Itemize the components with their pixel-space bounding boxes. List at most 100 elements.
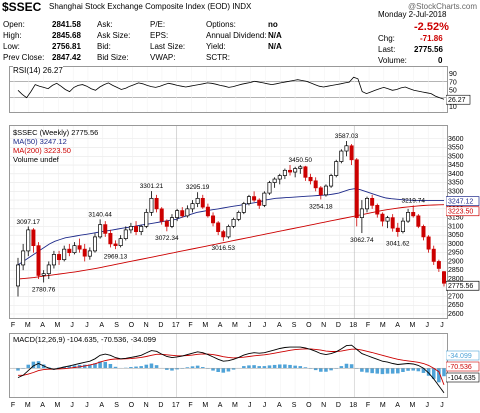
candle-body [395, 227, 400, 232]
month-tick-label: O [129, 402, 135, 409]
volume-legend: Volume undef [13, 155, 59, 164]
price-tick-label: 2650 [448, 302, 464, 309]
macd-histogram-bar [339, 366, 344, 369]
price-y-axis: 3600355035003450340033503300325032003150… [446, 136, 480, 318]
macd-line [17, 344, 445, 394]
price-annotation: 3254.18 [309, 203, 333, 210]
candle-body [406, 212, 411, 222]
price-plot: 3097.17 2780.76 3140.44 2969.13 3301.21 3072.… [10, 126, 447, 318]
price-right-label-box [446, 196, 480, 206]
month-tick-label: A [218, 322, 223, 329]
month-tick-label: F [11, 322, 15, 329]
candle-body [103, 224, 108, 234]
rsi-tick-label: 70 [449, 79, 457, 86]
candle-body [144, 212, 149, 227]
month-tick-label: M [54, 322, 60, 329]
rsi-y-axis: 907050301026.27 [446, 71, 471, 111]
month-tick-label: F [188, 322, 192, 329]
quote-label: SCTR: [206, 53, 230, 62]
candle-body [349, 145, 354, 161]
ma50-line [17, 188, 444, 266]
quote-label: Last Size: [150, 42, 186, 51]
month-tick-label: O [306, 402, 312, 409]
candle-body [323, 185, 328, 196]
macd-histogram-bar [206, 368, 210, 369]
macd-histogram-bar [103, 361, 108, 369]
macd-histogram-bar [354, 368, 359, 369]
macd-histogram-bar [16, 368, 20, 371]
month-tick-label: F [366, 322, 370, 329]
rsi-last-box [446, 94, 471, 105]
macd-histogram-bar [88, 364, 92, 369]
candle-body [318, 187, 323, 196]
macd-histogram-bar [257, 366, 262, 369]
macd-histogram-bar [303, 367, 308, 369]
candle-body [180, 210, 185, 217]
macd-histogram-bar [72, 365, 77, 369]
candle-body [334, 161, 339, 176]
month-tick-label: M [25, 402, 31, 409]
macd-histogram-bar [426, 368, 431, 376]
ma200-line [17, 204, 445, 280]
macd-histogram-bar [242, 366, 246, 369]
month-tick-label: 17 [172, 402, 180, 409]
quote-value: 2775.56 [414, 45, 443, 54]
price-right-label-box [446, 280, 480, 291]
month-tick-label: J [85, 402, 89, 409]
macd-histogram-bar [31, 361, 36, 369]
rsi-panel: RSI(14) 26.27 [9, 66, 448, 113]
ma50-legend: MA(50) 3247.12 [13, 137, 67, 146]
macd-legend: MACD(12,26,9) -104.635, -70.536, -34.099 [13, 335, 157, 344]
month-tick-label: M [232, 402, 238, 409]
month-tick-label: S [114, 402, 119, 409]
macd-histogram-bar [411, 368, 415, 371]
macd-plot [10, 334, 447, 397]
month-tick-label: M [54, 402, 60, 409]
candle-body [298, 166, 303, 169]
price-annotation: 2969.13 [104, 253, 128, 260]
quote-label: Chg: [378, 34, 395, 43]
candle-body [354, 159, 359, 218]
month-tick-label: F [188, 402, 192, 409]
candle-body [267, 182, 272, 194]
macd-histogram-bar [319, 368, 323, 372]
macd-histogram-bar [113, 366, 118, 369]
macd-histogram-bar [82, 364, 87, 369]
rsi-legend: RSI(14) 26.27 [13, 66, 63, 75]
macd-histogram-bar [175, 368, 179, 370]
macd-histogram-bar [396, 368, 400, 374]
month-tick-label: A [40, 402, 45, 409]
price-tick-label: 2950 [448, 250, 464, 257]
price-annotation: 3016.53 [212, 245, 236, 252]
macd-histogram-bar [226, 368, 231, 372]
candle-body [421, 226, 426, 238]
macd-histogram-bar [36, 361, 41, 369]
macd-histogram-bar [283, 364, 287, 369]
quote-value: 2756.81 [52, 42, 81, 51]
price-tick-label: 2850 [448, 267, 464, 274]
symbol-title: $SSEC [2, 0, 42, 14]
month-tick-label: J [440, 322, 444, 329]
quote-label: Prev Close: [3, 53, 45, 62]
macd-histogram-bar [247, 365, 251, 369]
macd-histogram-bar [165, 368, 169, 370]
month-tick-label: D [336, 322, 341, 329]
price-tick-label: 2800 [448, 276, 464, 283]
quote-value: N/A [268, 31, 282, 40]
candle-body [21, 250, 26, 266]
quote-label: VWAP: [150, 53, 176, 62]
price-annotation: 3301.21 [140, 183, 164, 190]
month-tick-label: F [366, 402, 370, 409]
macd-y-axis: -34.099 -70.536 -104.635 [446, 350, 480, 383]
candle-body [190, 203, 195, 210]
price-tick-label: 3350 [448, 180, 464, 187]
ma200-legend: MA(200) 3223.50 [13, 146, 71, 155]
quote-label: EPS: [150, 31, 169, 40]
candle-body [226, 226, 231, 238]
month-tick-label: J [263, 322, 267, 329]
brand-watermark[interactable]: @StockCharts.com [407, 2, 477, 11]
macd-histogram-bar [298, 366, 303, 369]
candle-body [41, 273, 46, 276]
price-annotation: 3097.17 [17, 219, 41, 226]
month-tick-label: N [321, 402, 326, 409]
